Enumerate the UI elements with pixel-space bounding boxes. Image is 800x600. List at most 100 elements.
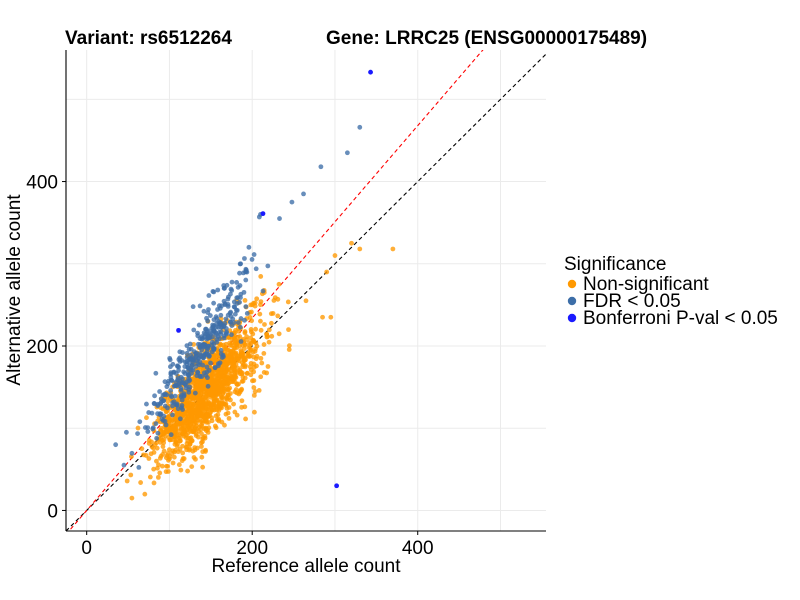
data-point (248, 360, 254, 366)
data-point (162, 418, 168, 424)
data-point (217, 336, 222, 342)
data-point (218, 387, 223, 393)
series-0 (124, 240, 396, 501)
data-point (234, 390, 240, 396)
data-point (200, 435, 206, 440)
data-point (193, 456, 198, 462)
data-point (192, 390, 198, 396)
data-point (151, 480, 157, 486)
data-point (207, 313, 213, 318)
data-point (184, 444, 190, 450)
data-point (277, 216, 282, 221)
data-point (184, 350, 190, 356)
reference-line-fit (68, 50, 484, 531)
data-point (173, 434, 179, 440)
data-point (214, 375, 220, 381)
data-point (156, 462, 161, 468)
data-point (239, 398, 245, 404)
reference-lines (66, 50, 546, 531)
data-point (266, 339, 272, 345)
data-point (155, 474, 161, 480)
y-tick-label: 0 (47, 501, 58, 522)
data-point (260, 288, 266, 294)
data-point (137, 419, 143, 425)
data-point (225, 358, 231, 364)
data-point (204, 364, 210, 370)
data-point (193, 353, 199, 359)
data-point (168, 377, 174, 383)
data-point (167, 427, 173, 433)
data-point (161, 413, 167, 419)
legend-label: FDR < 0.05 (583, 291, 681, 312)
data-point (168, 393, 174, 398)
data-point (190, 367, 196, 373)
data-point (184, 343, 190, 349)
data-point (227, 310, 233, 316)
data-point (239, 379, 245, 384)
data-point (188, 352, 194, 358)
data-point (195, 369, 201, 375)
data-point (237, 283, 243, 288)
data-point (211, 346, 217, 352)
data-point (244, 334, 250, 340)
data-point (229, 365, 234, 371)
data-point (178, 426, 184, 432)
data-point (265, 364, 271, 369)
data-point (264, 331, 270, 337)
legend-label: Bonferroni P-val < 0.05 (583, 308, 778, 329)
data-point (179, 358, 185, 363)
data-point (233, 375, 239, 380)
data-point (286, 327, 291, 333)
data-point (231, 299, 237, 305)
data-point (128, 472, 134, 478)
data-point (254, 343, 260, 349)
data-point (171, 454, 177, 460)
series-1 (113, 124, 363, 470)
data-points (113, 69, 396, 501)
data-point (260, 211, 266, 217)
data-point (258, 302, 263, 308)
data-point (234, 382, 240, 388)
data-point (143, 453, 149, 458)
data-point (215, 417, 220, 423)
data-point (135, 431, 140, 437)
data-point (246, 244, 252, 250)
data-point (199, 444, 204, 449)
data-point (234, 280, 240, 285)
data-point (173, 383, 179, 388)
data-point (142, 491, 148, 497)
data-point (184, 402, 190, 408)
data-point (320, 314, 325, 320)
data-point (251, 364, 257, 370)
data-point (223, 330, 229, 336)
data-point (214, 339, 220, 345)
data-point (251, 378, 257, 383)
data-point (175, 375, 181, 381)
data-point (147, 474, 153, 480)
data-point (163, 469, 169, 475)
data-point (286, 343, 292, 349)
data-point (225, 392, 231, 398)
data-point (170, 361, 176, 367)
data-point (146, 410, 152, 415)
data-point (269, 320, 274, 326)
legend-marker (567, 313, 577, 323)
data-point (221, 335, 227, 341)
data-point (151, 450, 157, 455)
data-point (212, 365, 218, 371)
data-point (257, 311, 263, 317)
data-point (215, 307, 220, 312)
data-point (328, 314, 334, 320)
data-point (249, 257, 255, 262)
data-point (231, 345, 237, 351)
data-point (157, 455, 163, 461)
data-point (258, 327, 264, 333)
data-point (180, 450, 186, 456)
data-point (151, 400, 157, 406)
data-point (177, 416, 183, 422)
data-point (201, 308, 207, 314)
data-point (180, 443, 185, 449)
data-point (258, 374, 264, 380)
data-point (165, 463, 171, 469)
data-point (199, 374, 205, 379)
